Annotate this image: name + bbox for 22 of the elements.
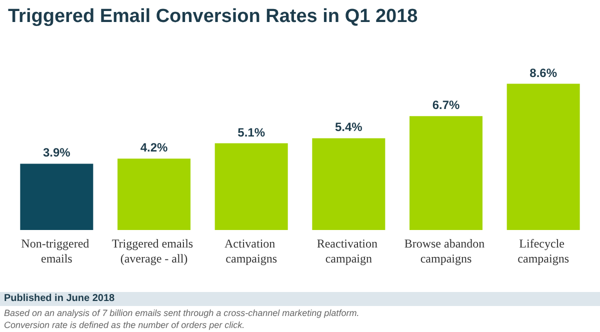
x-tick-label: Reactivation campaign xyxy=(316,236,380,266)
bar xyxy=(410,116,482,230)
x-tick-label: Triggered emails (average - all) xyxy=(112,236,196,266)
text: Conversion rate is defined as the number of orders per click. xyxy=(4,320,245,330)
data-label: 4.2% xyxy=(140,140,168,155)
x-tick-label: Lifecycle campaigns xyxy=(518,236,570,266)
text: Based on an analysis of 7 billion emails sent through a cross-channel marketing platform. xyxy=(4,308,360,318)
x-tick-label: Non-triggered emails xyxy=(21,236,92,266)
bar xyxy=(312,138,386,230)
text: Published in June 2018 xyxy=(0,292,600,306)
bar xyxy=(214,143,288,230)
bar xyxy=(20,164,94,230)
data-label: 3.9% xyxy=(42,146,71,160)
data-label: 6.7% xyxy=(432,98,460,112)
data-label: 8.6% xyxy=(530,66,558,80)
chart-title: Triggered Email Conversion Rates in Q1 2018 xyxy=(8,6,418,28)
bar xyxy=(118,158,190,230)
x-tick-label: Activation campaigns xyxy=(224,236,278,266)
data-label: 5.4% xyxy=(334,120,363,134)
bar xyxy=(506,84,580,230)
x-tick-label: Browse abandon campaigns xyxy=(404,236,488,266)
data-label: 5.1% xyxy=(238,125,266,140)
